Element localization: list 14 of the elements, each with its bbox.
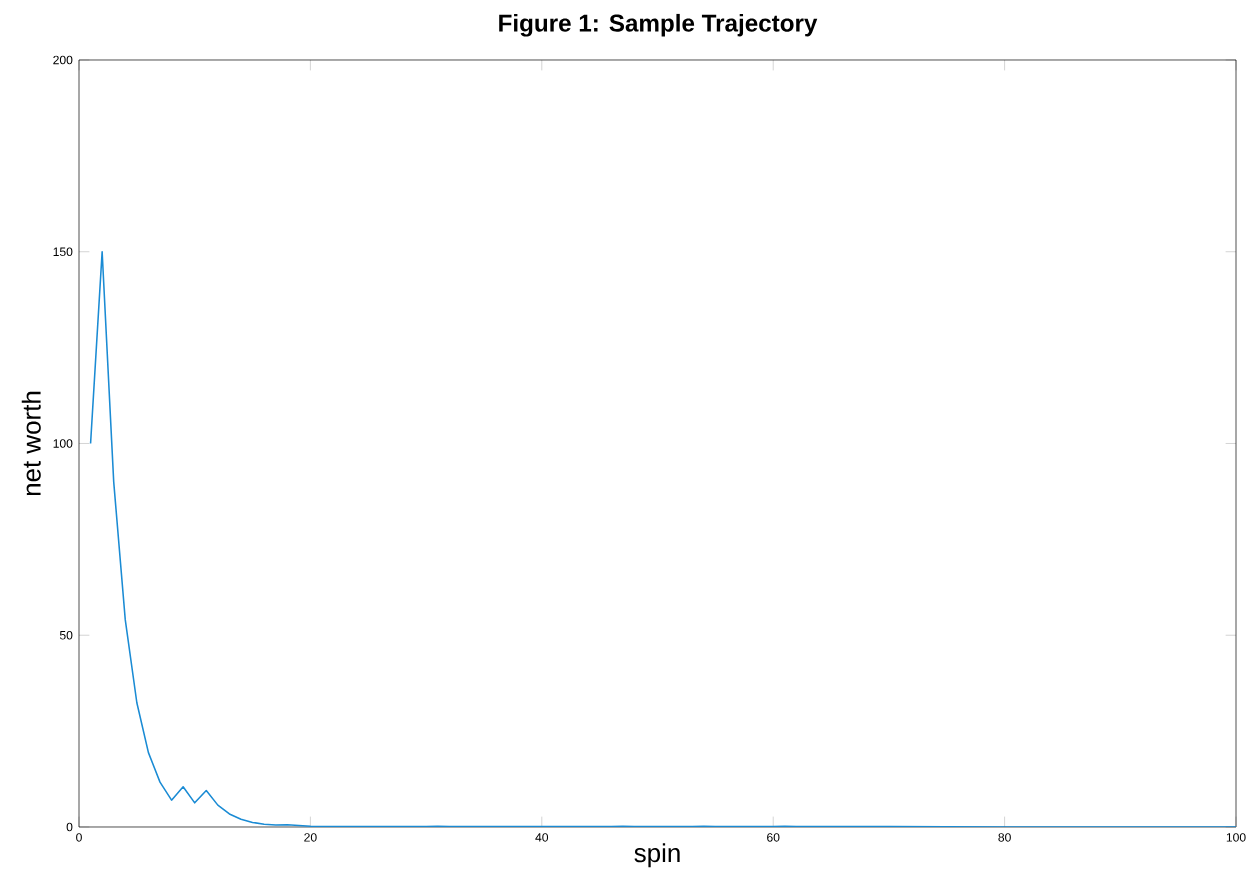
chart-title: Figure 1: Sample Trajectory	[499, 13, 818, 37]
y-tick-label: 50	[59, 630, 73, 640]
y-tick-label: 0	[66, 822, 73, 832]
x-tick-label: 80	[998, 833, 1011, 842]
x-axis-title: spin	[634, 843, 680, 868]
y-tick-label: 150	[53, 247, 73, 257]
y-axis-title: net worth	[21, 391, 41, 496]
x-tick-label: 40	[535, 833, 549, 842]
x-tick-label: 0	[76, 833, 82, 842]
x-tick-label: 100	[1226, 833, 1246, 842]
x-tick-label: 20	[304, 833, 317, 842]
y-tick-label: 200	[53, 55, 73, 65]
y-tick-label: 100	[53, 439, 73, 448]
x-tick-label: 60	[767, 833, 780, 842]
